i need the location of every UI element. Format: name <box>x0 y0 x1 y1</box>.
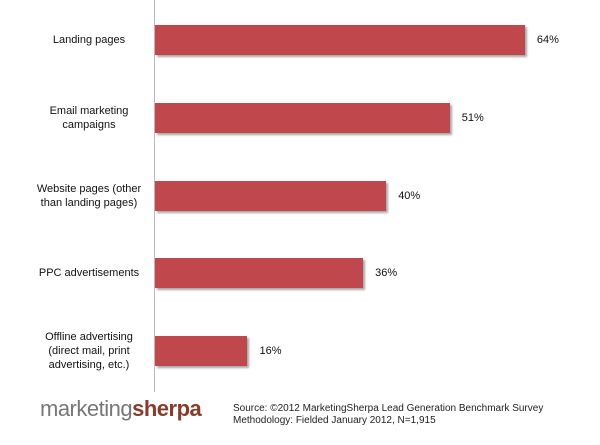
bar <box>155 102 450 133</box>
category-label: PPC advertisements <box>38 267 140 280</box>
bar <box>155 258 364 289</box>
value-label: 40% <box>398 189 421 202</box>
source-note: Source: ©2012 MarketingSherpa Lead Gener… <box>233 403 543 427</box>
category-label: Website pages (other than landing pages) <box>36 182 142 209</box>
axis-line <box>154 0 155 392</box>
value-label: 64% <box>536 34 559 46</box>
bar <box>155 180 387 211</box>
bar <box>155 336 248 367</box>
source-line: Methodology: Fielded January 2012, N=1,9… <box>233 415 436 426</box>
category-label: Offline advertising (direct mail, print … <box>45 331 133 372</box>
category-label: Landing pages <box>52 34 126 46</box>
bar <box>155 25 525 55</box>
value-label: 36% <box>375 267 398 280</box>
category-label: Email marketing campaigns <box>49 104 129 131</box>
value-label: 16% <box>259 345 282 358</box>
logo-part: sherpa <box>132 396 202 421</box>
source-line: Source: ©2012 MarketingSherpa Lead Gener… <box>233 403 544 414</box>
value-label: 51% <box>461 111 484 124</box>
logo: marketingsherpa <box>40 396 202 422</box>
logo-part: marketing <box>40 396 133 421</box>
